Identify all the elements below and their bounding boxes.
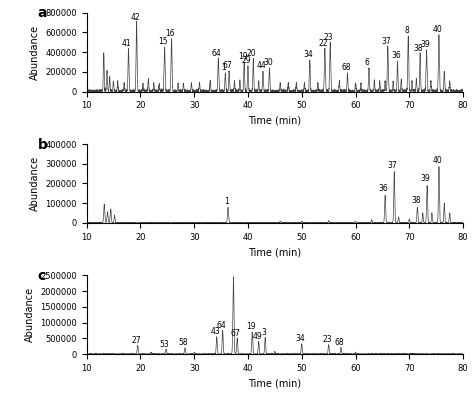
Text: 1: 1 [224,197,229,206]
Text: 1: 1 [221,63,226,72]
Text: 49: 49 [252,332,262,341]
Text: 23: 23 [322,335,332,344]
Text: 8: 8 [404,26,409,35]
Text: 36: 36 [379,184,388,193]
Text: 64: 64 [216,321,226,330]
Text: 23: 23 [324,33,333,42]
Text: 20: 20 [247,48,256,58]
X-axis label: Time (min): Time (min) [248,247,301,257]
Text: 39: 39 [420,175,430,184]
Text: 19: 19 [238,52,247,61]
Text: 38: 38 [411,196,420,205]
Text: 37: 37 [388,161,398,170]
Text: 40: 40 [432,25,442,34]
Text: 15: 15 [158,37,168,46]
Text: 68: 68 [335,338,344,347]
Text: 22: 22 [319,39,328,48]
Text: 3: 3 [261,328,266,337]
Text: 64: 64 [212,49,222,58]
X-axis label: Time (min): Time (min) [248,116,301,126]
Text: 6: 6 [365,58,370,67]
Text: 44: 44 [256,61,266,70]
Text: 27: 27 [131,336,141,345]
Text: 34: 34 [295,335,305,344]
Text: 29: 29 [242,56,251,65]
Text: 30: 30 [263,58,273,67]
X-axis label: Time (min): Time (min) [248,379,301,388]
Text: 36: 36 [391,52,401,60]
Text: 1: 1 [229,268,234,277]
Text: 38: 38 [414,44,423,52]
Text: 67: 67 [223,61,232,70]
Text: 39: 39 [420,40,430,48]
Text: 43: 43 [210,327,220,336]
Text: 19: 19 [246,322,255,331]
Text: 34: 34 [303,50,313,59]
Text: a: a [37,6,47,20]
Text: 16: 16 [165,29,175,38]
Text: c: c [37,269,46,283]
Y-axis label: Abundance: Abundance [25,287,35,342]
Text: 37: 37 [381,37,391,46]
Text: 41: 41 [122,39,132,48]
Y-axis label: Abundance: Abundance [30,156,40,211]
Text: 58: 58 [179,338,188,348]
Text: 40: 40 [432,156,442,165]
Text: 42: 42 [130,13,140,22]
Text: 68: 68 [341,63,351,72]
Text: 53: 53 [160,340,169,349]
Text: b: b [37,138,47,152]
Text: 67: 67 [231,329,240,338]
Y-axis label: Abundance: Abundance [30,24,40,80]
